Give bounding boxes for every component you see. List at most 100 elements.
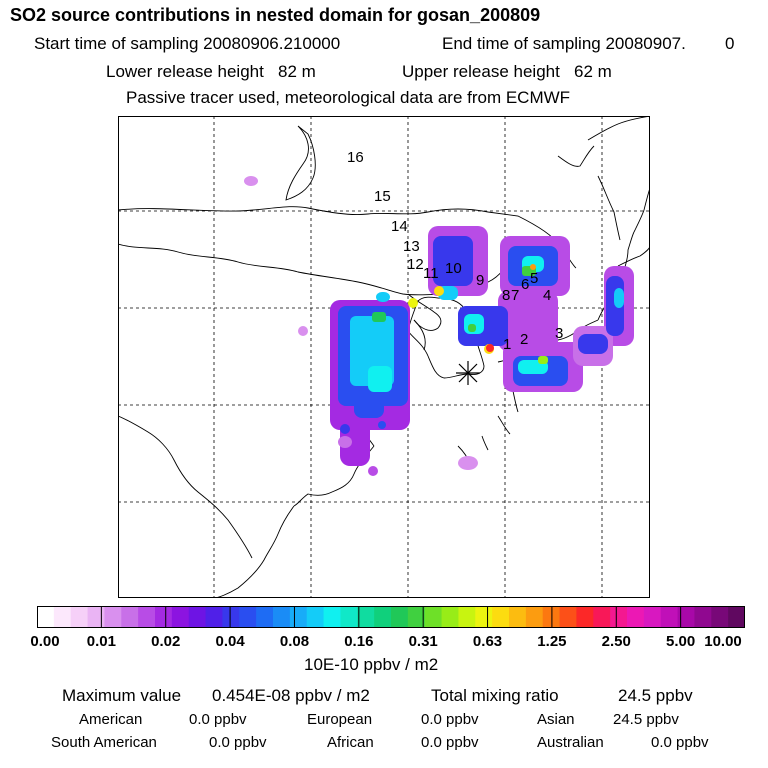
contribution-patch bbox=[340, 406, 370, 466]
total-mixing-value: 24.5 ppbv bbox=[618, 686, 693, 705]
region-label-6: 6 bbox=[521, 276, 529, 293]
colorbar-cell bbox=[256, 606, 274, 628]
colorbar bbox=[37, 606, 745, 628]
contribution-patch bbox=[468, 324, 476, 332]
upper-release-height: Upper release height 62 m bbox=[402, 62, 612, 81]
colorbar-cell bbox=[53, 606, 72, 628]
colorbar-cell bbox=[306, 606, 325, 628]
max-value: 0.454E-08 ppbv / m2 bbox=[212, 686, 370, 705]
region-name-asian: Asian bbox=[537, 711, 575, 728]
colorbar-cell bbox=[677, 606, 695, 628]
contribution-patch bbox=[338, 436, 352, 448]
contribution-patch bbox=[378, 421, 386, 429]
end-time-hour: 0 bbox=[725, 34, 735, 53]
colorbar-cell bbox=[610, 606, 628, 628]
colorbar-cell bbox=[424, 606, 443, 628]
colorbar-tick-label: 0.31 bbox=[408, 633, 438, 650]
contribution-patch bbox=[458, 456, 478, 470]
region-label-16: 16 bbox=[347, 149, 364, 166]
contribution-patch bbox=[244, 176, 258, 186]
colorbar-cell bbox=[273, 606, 291, 628]
colorbar-cell bbox=[458, 606, 476, 628]
colorbar-cell bbox=[407, 606, 426, 628]
colorbar-cell bbox=[525, 606, 544, 628]
region-value-australian: 0.0 ppbv bbox=[651, 734, 709, 751]
region-label-14: 14 bbox=[391, 218, 408, 235]
region-label-7: 7 bbox=[511, 287, 519, 304]
region-value-american: 0.0 ppbv bbox=[189, 711, 247, 728]
colorbar-cell bbox=[104, 606, 122, 628]
colorbar-unit: 10E-10 ppbv / m2 bbox=[304, 655, 439, 674]
colorbar-cell bbox=[559, 606, 577, 628]
colorbar-tick-label: 0.02 bbox=[151, 633, 181, 650]
region-label-8: 8 bbox=[502, 287, 510, 304]
region-label-4: 4 bbox=[543, 287, 551, 304]
figure-title: SO2 source contributions in nested domai… bbox=[10, 5, 541, 25]
contribution-patch bbox=[368, 466, 378, 476]
region-name-african: African bbox=[327, 734, 374, 751]
colorbar-cell bbox=[171, 606, 190, 628]
end-time-label: End time of sampling 20080907. bbox=[442, 34, 686, 53]
colorbar-cell bbox=[121, 606, 139, 628]
colorbar-tick-label: 0.63 bbox=[472, 633, 503, 650]
colorbar-cell bbox=[660, 606, 679, 628]
contribution-patch bbox=[372, 312, 386, 322]
region-name-south-american: South American bbox=[51, 734, 157, 751]
total-mixing-label: Total mixing ratio bbox=[431, 686, 559, 705]
colorbar-cell bbox=[70, 606, 89, 628]
contribution-patch bbox=[578, 334, 608, 354]
colorbar-cell bbox=[155, 606, 173, 628]
colorbar-cell bbox=[475, 606, 493, 628]
colorbar-cell bbox=[205, 606, 223, 628]
colorbar-tick-label: 5.00 bbox=[666, 633, 696, 650]
region-value-south-american: 0.0 ppbv bbox=[209, 734, 267, 751]
contribution-patch bbox=[376, 292, 390, 302]
region-label-3: 3 bbox=[555, 325, 563, 342]
colorbar-tick-label: 0.08 bbox=[279, 633, 310, 650]
colorbar-cell bbox=[643, 606, 662, 628]
colorbar-cell bbox=[37, 606, 55, 628]
colorbar-cell bbox=[87, 606, 105, 628]
contribution-field bbox=[244, 176, 634, 476]
contribution-patch bbox=[486, 344, 494, 352]
contribution-patch bbox=[614, 288, 624, 308]
colorbar-cell bbox=[138, 606, 156, 628]
region-label-1: 1 bbox=[503, 336, 511, 353]
start-time-label: Start time of sampling 20080906.210000 bbox=[34, 34, 341, 53]
colorbar-cell bbox=[728, 606, 745, 628]
contribution-patch bbox=[498, 291, 558, 351]
contribution-patch bbox=[298, 326, 308, 336]
region-value-african: 0.0 ppbv bbox=[421, 734, 479, 751]
contribution-patch bbox=[530, 264, 536, 270]
source-contribution-map: 16 15 14 13 12 11 10 9 8 7 6 5 4 3 2 1 bbox=[118, 116, 650, 598]
colorbar-cell bbox=[576, 606, 594, 628]
colorbar-cell bbox=[239, 606, 257, 628]
region-value-european: 0.0 ppbv bbox=[421, 711, 479, 728]
colorbar-cell bbox=[340, 606, 358, 628]
colorbar-cell bbox=[694, 606, 712, 628]
colorbar-tick-label: 0.04 bbox=[215, 633, 245, 650]
region-name-european: European bbox=[307, 711, 373, 728]
contribution-patch bbox=[408, 298, 418, 308]
colorbar-tick-label: 2.50 bbox=[601, 633, 631, 650]
region-label-group: 16 15 14 13 12 11 10 9 8 7 6 5 4 3 2 1 bbox=[347, 149, 563, 353]
receptor-star-icon bbox=[456, 361, 480, 385]
colorbar-tick-label: 10.00 bbox=[704, 633, 742, 650]
lower-release-height: Lower release height 82 m bbox=[106, 62, 316, 81]
contribution-patch bbox=[433, 236, 473, 286]
contribution-patch bbox=[340, 424, 350, 434]
tracer-note: Passive tracer used, meteorological data… bbox=[126, 88, 571, 107]
colorbar-tick-label: 0.16 bbox=[344, 633, 374, 650]
region-label-9: 9 bbox=[476, 272, 484, 289]
colorbar-cell bbox=[323, 606, 341, 628]
region-label-13: 13 bbox=[403, 238, 420, 255]
colorbar-tick-label: 0.00 bbox=[30, 633, 60, 650]
colorbar-cell bbox=[509, 606, 527, 628]
colorbar-cell bbox=[357, 606, 375, 628]
region-label-5: 5 bbox=[530, 270, 538, 287]
contribution-patch bbox=[434, 286, 444, 296]
region-label-10: 10 bbox=[445, 260, 462, 277]
region-name-american: American bbox=[79, 711, 143, 728]
max-value-label: Maximum value bbox=[62, 686, 182, 705]
colorbar-cell bbox=[374, 606, 392, 628]
